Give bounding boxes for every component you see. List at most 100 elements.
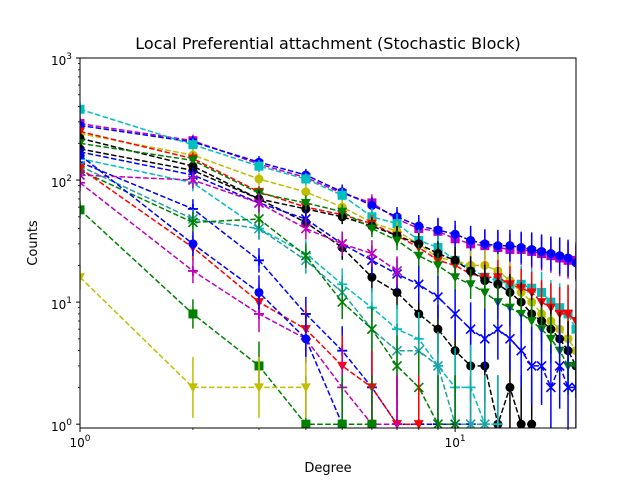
cyan-square-point-3 (301, 174, 311, 184)
blue-circle-small-point-1 (188, 239, 198, 249)
green-x-point-6 (391, 360, 403, 371)
green-tri-point-10 (465, 280, 476, 290)
green-square-point-1 (188, 309, 198, 319)
black-hex-point-7 (414, 239, 424, 249)
green-square-line (80, 209, 372, 425)
magenta-x-point-4 (337, 238, 348, 249)
blue-circle-point-11 (480, 239, 490, 249)
yellow-star-line (80, 276, 306, 389)
green-tri-point-4 (337, 207, 348, 217)
blue-circle-point-8 (433, 225, 443, 235)
blue-x-point-19 (562, 382, 574, 393)
series-yellow-star (80, 264, 311, 418)
y-tick-label-base-0: 10 (51, 420, 66, 434)
blue-x-point-18 (554, 360, 565, 371)
green-square-point-4 (337, 419, 347, 428)
yellow-star-point-0 (80, 273, 85, 283)
teal-x-point-7 (413, 345, 424, 356)
y-tick-label-exp-1: 1 (66, 296, 72, 306)
yellow-star-point-1 (187, 383, 198, 393)
chart-title: Local Preferential attachment (Stochasti… (135, 34, 520, 53)
cyan-square-point-0 (80, 104, 85, 114)
blue-plus-point-2 (253, 255, 264, 266)
blue-circle-small-point-3 (301, 334, 311, 344)
blue-circle-point-9 (450, 229, 460, 239)
green-tri-point-8 (432, 261, 443, 271)
green-square-point-0 (80, 205, 85, 215)
x-tick-label-0: 100 (69, 434, 90, 450)
blue-x-point-14 (516, 345, 527, 356)
magenta-plus-point-1 (187, 265, 198, 276)
green-x-point-8 (432, 419, 444, 428)
cyan-square-point-20 (571, 324, 576, 334)
blue-circle-point-10 (466, 235, 476, 245)
green-x-point-9 (450, 419, 461, 428)
green-tri-point-1 (187, 156, 198, 166)
green-x-line (80, 169, 456, 425)
black-circle-point-13 (505, 382, 515, 392)
blue-x-point-17 (545, 382, 556, 393)
magenta-plus-point-6 (392, 419, 403, 428)
green-x-point-5 (366, 324, 377, 335)
cyan-square-point-1 (188, 140, 198, 150)
y-tick-label-0: 100 (51, 418, 72, 434)
blue-circle-point-7 (414, 221, 424, 231)
blue-circle-small-point-2 (254, 287, 264, 297)
plot-area (80, 101, 576, 428)
blue-circle-point-15 (527, 244, 537, 254)
green-x-point-1 (187, 217, 198, 228)
teal-x-point-11 (479, 419, 490, 428)
blue-x-point-8 (432, 291, 444, 303)
black-circle-line (80, 148, 532, 428)
green-tri-point-20 (571, 361, 576, 371)
yellow-circle-point-2 (254, 174, 264, 184)
magenta-x-point-0 (80, 169, 86, 181)
blue-x-point-7 (413, 279, 424, 290)
black-circle-point-6 (392, 287, 402, 297)
green-tri-point-3 (300, 198, 311, 208)
y-tick-label-exp-3: 3 (66, 52, 72, 62)
blue-x-point-9 (450, 308, 461, 319)
yellow-star-point-2 (253, 383, 264, 393)
blue-circle-point-18 (555, 251, 565, 261)
green-tri-point-11 (479, 288, 490, 298)
x-tick-label-exp-0: 0 (85, 434, 91, 444)
black-hex-point-12 (493, 279, 503, 289)
x-tick-label-exp-1: 1 (460, 434, 466, 444)
x-axis-label: Degree (304, 461, 351, 476)
blue-circle-point-17 (546, 249, 556, 259)
series-magenta-x (80, 167, 403, 286)
blue-x-point-10 (465, 324, 476, 335)
blue-circle-point-5 (367, 200, 377, 210)
blue-x-point-11 (479, 333, 490, 344)
green-square-point-3 (301, 419, 311, 428)
blue-circle-point-20 (571, 258, 576, 268)
y-axis-label: Counts (26, 220, 41, 266)
magenta-plus-point-0 (80, 177, 85, 188)
yellow-circle-point-20 (571, 346, 576, 356)
magenta-x-point-1 (187, 174, 198, 186)
magenta-x-point-5 (366, 248, 377, 259)
red-tri-line (80, 167, 419, 425)
blue-x-point-15 (526, 360, 537, 371)
magenta-plus-point-2 (253, 308, 264, 319)
y-tick-label-base-2: 10 (51, 176, 66, 190)
green-x-point-4 (337, 297, 348, 308)
blue-circle-point-13 (505, 241, 515, 251)
green-tri-point-15 (526, 317, 537, 327)
red-star-point-20 (571, 317, 576, 327)
blue-circle-point-16 (537, 246, 547, 256)
y-tick-label-exp-0: 0 (66, 418, 72, 428)
black-circle-point-15 (527, 419, 537, 428)
y-tick-label-2: 102 (51, 174, 72, 190)
cyan-square-point-2 (254, 161, 264, 171)
magenta-x-point-6 (391, 265, 403, 277)
y-tick-label-base-1: 10 (51, 298, 66, 312)
teal-x-point-0 (80, 161, 86, 172)
blue-x-point-12 (492, 324, 503, 335)
axes-frame (79, 57, 577, 429)
blue-circle-line (80, 124, 576, 264)
magenta-x-point-3 (300, 223, 311, 234)
green-x-point-2 (253, 213, 265, 225)
